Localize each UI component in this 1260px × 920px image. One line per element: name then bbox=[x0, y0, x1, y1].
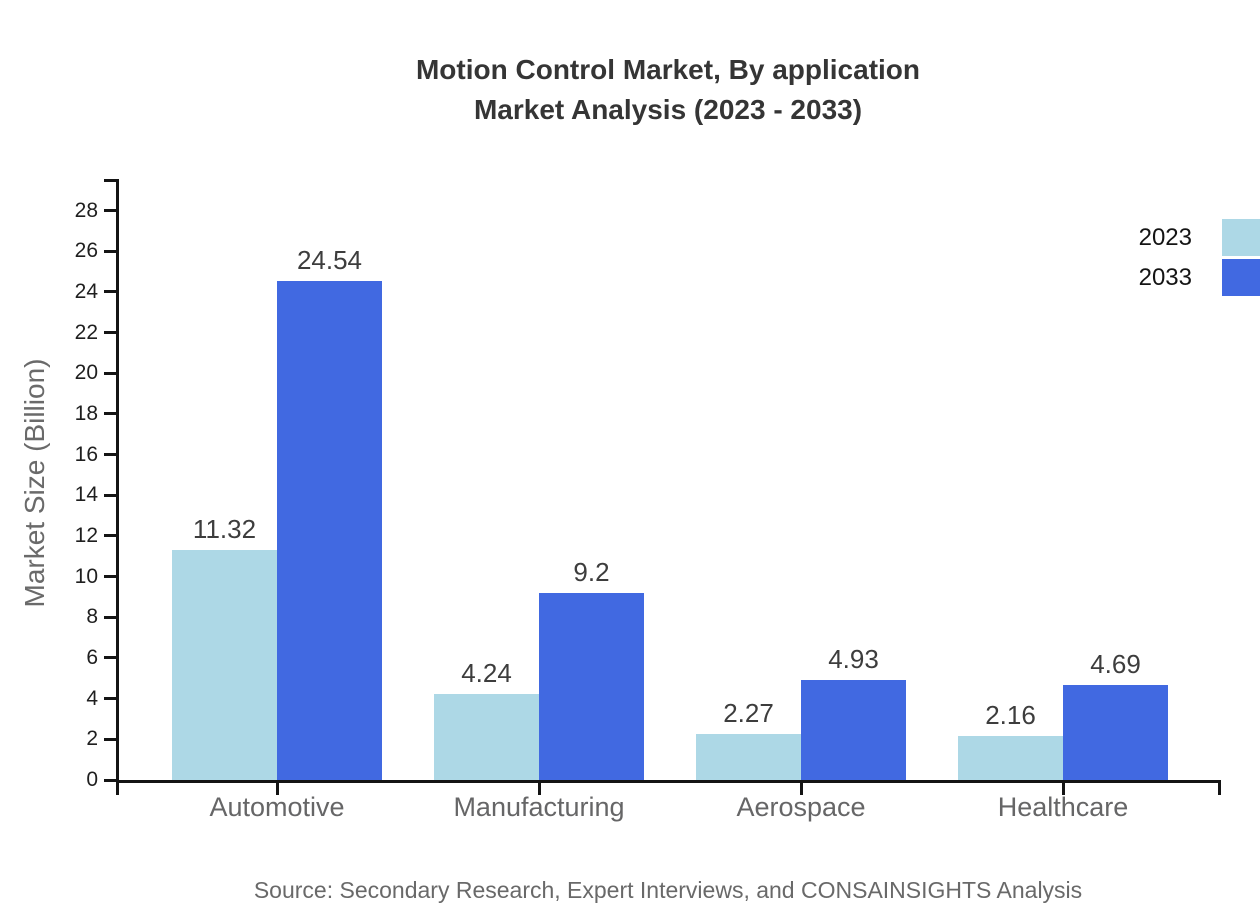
bar-value-2023-automotive: 11.32 bbox=[192, 513, 257, 544]
y-tick-mark bbox=[104, 697, 116, 701]
bar-2023-aerospace bbox=[696, 733, 801, 780]
legend-swatch-2023 bbox=[1222, 219, 1260, 256]
y-tick-label: 4 bbox=[86, 686, 98, 710]
legend-label-2023: 2023 bbox=[1138, 223, 1192, 251]
bar-2023-manufacturing bbox=[434, 693, 539, 780]
y-tick-label: 2 bbox=[86, 727, 98, 751]
y-tick-mark bbox=[104, 575, 116, 579]
chart-title-line2: Market Analysis (2023 - 2033) bbox=[473, 94, 863, 125]
x-category-label-manufacturing: Manufacturing bbox=[453, 792, 625, 822]
y-tick-mark bbox=[104, 737, 116, 741]
bar-value-2033-aerospace: 4.93 bbox=[828, 643, 879, 674]
y-tick-label: 28 bbox=[74, 198, 98, 222]
chart-title: Motion Control Market, By application Ma… bbox=[115, 50, 1221, 130]
y-tick-mark bbox=[104, 534, 116, 538]
bar-value-2033-healthcare: 4.69 bbox=[1090, 648, 1141, 679]
y-tick-label: 18 bbox=[74, 401, 98, 425]
bar-value-2023-healthcare: 2.16 bbox=[985, 700, 1036, 731]
bar-value-2033-manufacturing: 9.2 bbox=[573, 556, 610, 587]
x-axis-end-tick bbox=[1218, 783, 1221, 795]
legend-swatch-2033 bbox=[1222, 259, 1260, 296]
x-tick-mark-aerospace bbox=[799, 783, 803, 795]
x-category-label-healthcare: Healthcare bbox=[997, 792, 1129, 822]
bar-2033-manufacturing bbox=[539, 592, 644, 780]
y-tick-mark bbox=[104, 371, 116, 375]
bar-value-2023-aerospace: 2.27 bbox=[723, 697, 774, 728]
y-tick-label: 14 bbox=[74, 483, 98, 507]
bar-2033-healthcare bbox=[1063, 684, 1168, 780]
legend-item-2023: 2023 bbox=[1139, 219, 1260, 256]
x-axis-line bbox=[116, 780, 1221, 783]
bar-2023-healthcare bbox=[958, 736, 1063, 780]
y-axis-line bbox=[116, 179, 119, 795]
x-tick-mark-manufacturing bbox=[537, 783, 541, 795]
y-tick-label: 16 bbox=[74, 442, 98, 466]
y-tick-mark bbox=[104, 249, 116, 253]
y-axis-end-tick bbox=[104, 179, 116, 182]
bar-2033-aerospace bbox=[801, 679, 906, 780]
bar-2023-automotive bbox=[172, 549, 277, 780]
y-tick-mark bbox=[104, 331, 116, 335]
y-tick-label: 22 bbox=[74, 320, 98, 344]
legend: 2023 2033 bbox=[1139, 219, 1260, 296]
legend-item-2033: 2033 bbox=[1139, 259, 1260, 296]
y-tick-label: 12 bbox=[74, 523, 98, 547]
y-tick-mark bbox=[104, 453, 116, 457]
x-category-label-automotive: Automotive bbox=[209, 792, 345, 822]
bar-2033-automotive bbox=[277, 280, 382, 780]
y-tick-label: 20 bbox=[74, 361, 98, 385]
x-category-label-aerospace: Aerospace bbox=[736, 792, 866, 822]
y-tick-label: 8 bbox=[86, 605, 98, 629]
y-tick-mark bbox=[104, 290, 116, 294]
source-attribution: Source: Secondary Research, Expert Inter… bbox=[253, 877, 1083, 903]
y-tick-mark bbox=[104, 615, 116, 619]
bar-value-2033-automotive: 24.54 bbox=[296, 244, 363, 275]
chart-title-line1: Motion Control Market, By application bbox=[415, 54, 920, 85]
x-tick-mark-automotive bbox=[275, 783, 279, 795]
y-tick-mark bbox=[104, 656, 116, 660]
y-tick-mark bbox=[104, 412, 116, 416]
y-tick-label: 26 bbox=[74, 239, 98, 263]
legend-label-2033: 2033 bbox=[1138, 263, 1192, 291]
y-tick-label: 10 bbox=[74, 564, 98, 588]
y-tick-mark bbox=[104, 778, 116, 782]
bar-value-2023-manufacturing: 4.24 bbox=[461, 657, 512, 688]
y-tick-label: 24 bbox=[74, 279, 98, 303]
x-tick-mark-healthcare bbox=[1061, 783, 1065, 795]
y-tick-label: 6 bbox=[86, 645, 98, 669]
y-tick-label: 0 bbox=[86, 768, 98, 791]
y-tick-mark bbox=[104, 493, 116, 497]
y-tick-mark bbox=[104, 209, 116, 212]
